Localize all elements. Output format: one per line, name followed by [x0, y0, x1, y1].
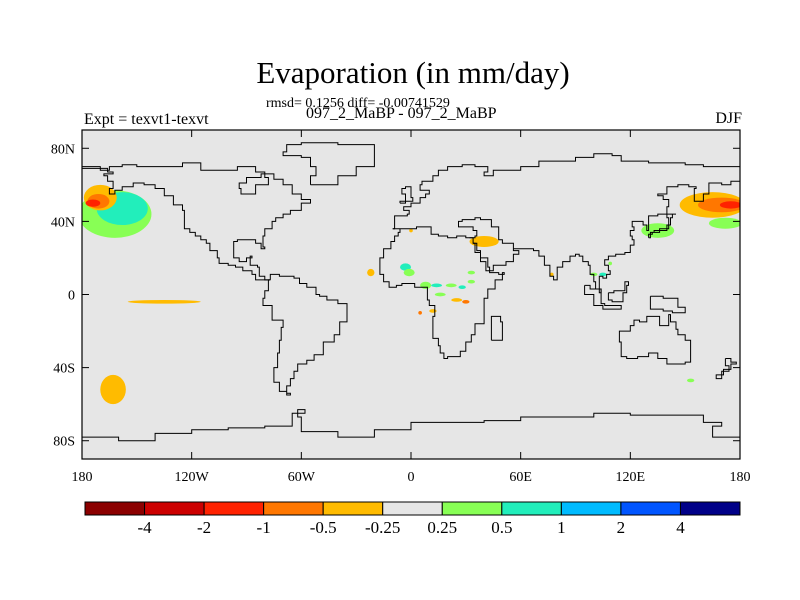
colorbar-swatch-9 — [620, 501, 681, 516]
anomaly-arabia-orange — [409, 228, 413, 233]
colorbar-label-2: -1 — [257, 518, 271, 537]
colorbar-swatch-7 — [501, 501, 562, 516]
colorbar-swatch-2 — [203, 501, 265, 516]
colorbar-label-3: -0.5 — [310, 518, 337, 537]
anomaly-eq-pacific — [127, 299, 201, 304]
experiment-name: 097_2_MaBP - 097_2_MaBP — [306, 105, 497, 122]
coastline-15 — [490, 315, 503, 341]
anomaly-spac-orange — [100, 374, 126, 405]
anomaly-africa-teal-3 — [458, 285, 466, 290]
anomaly-npac-east-dark — [697, 197, 740, 213]
anomaly-africa-green-1 — [403, 268, 415, 277]
anomaly-npac-east-core — [719, 201, 740, 209]
coastline-14 — [715, 358, 737, 380]
coastline-12 — [649, 295, 686, 314]
coastline-1 — [262, 273, 348, 396]
coastline-5 — [379, 226, 505, 359]
colorbar-label-5: 0.25 — [427, 518, 457, 537]
chart-title: Evaporation (in mm/day) — [256, 55, 570, 90]
coastline-2 — [82, 166, 271, 281]
anomaly-red-sea-green — [467, 270, 475, 275]
x-tick-label-1: 120W — [175, 470, 210, 485]
x-tick-label-3: 0 — [408, 470, 415, 485]
x-tick-label-5: 120E — [616, 470, 646, 485]
y-tick-label-1: 40N — [51, 215, 75, 230]
x-tick-label-2: 60W — [288, 470, 316, 485]
anomaly-africa-teal-2 — [431, 283, 443, 288]
anomaly-africa-teal-1 — [400, 263, 411, 271]
colorbar-swatch-5 — [382, 501, 443, 516]
anomaly-africa-green-2 — [420, 281, 432, 290]
anomaly-africa-orange-2 — [462, 299, 470, 304]
colorbar-swatch-10 — [679, 501, 741, 516]
colorbar-swatch-4 — [322, 501, 384, 516]
x-tick-label-4: 60E — [509, 470, 532, 485]
colorbar-swatch-6 — [441, 501, 503, 516]
coastline-6 — [458, 217, 520, 272]
colorbar-label-0: -4 — [137, 518, 152, 537]
coastline-11 — [607, 281, 629, 303]
coastline-3 — [282, 142, 375, 186]
experiment-label: Expt = texvt1-texvt — [84, 111, 209, 128]
y-tick-label-4: 80S — [53, 435, 75, 450]
y-tick-label-0: 80N — [51, 142, 75, 157]
season-label: DJF — [715, 110, 742, 127]
anomaly-africa-orange-3 — [429, 309, 437, 313]
colorbar-label-4: -0.25 — [365, 518, 400, 537]
anomaly-asia-orange-1 — [549, 272, 554, 277]
coastline-0 — [82, 162, 311, 281]
colorbar-swatch-0 — [84, 501, 146, 516]
y-tick-label-3: 40S — [53, 362, 75, 377]
colorbar-label-6: 0.5 — [491, 518, 512, 537]
anomaly-sindian-green — [686, 378, 695, 383]
anomaly-asia-teal-1 — [599, 272, 607, 277]
y-tick-label-2: 0 — [68, 289, 75, 304]
anomaly-npac-east-green — [708, 217, 740, 229]
coastline-16 — [82, 409, 740, 442]
x-tick-label-0: 180 — [72, 470, 93, 485]
anomaly-africa-green-4 — [467, 279, 475, 284]
colorbar-label-7: 1 — [557, 518, 566, 537]
colorbar-swatch-8 — [560, 501, 622, 516]
anomaly-africa-orange-1 — [451, 298, 463, 302]
coastline-4 — [392, 153, 740, 230]
anomaly-atlantic-orange — [367, 268, 375, 277]
coastline-8 — [648, 213, 676, 239]
colorbar-swatch-3 — [263, 501, 324, 516]
coastline-9 — [399, 186, 414, 204]
coastline-7 — [513, 175, 740, 294]
anomaly-africa-orange-4 — [418, 310, 422, 315]
x-tick-label-6: 180 — [730, 470, 751, 485]
anomaly-npac-west-core — [85, 199, 101, 207]
colorbar-label-1: -2 — [197, 518, 211, 537]
colorbar-label-9: 4 — [676, 518, 685, 537]
chart-subtitle-stats: rmsd= 0.1256 diff= -0.00741529 — [266, 96, 450, 111]
coastline-13 — [618, 314, 692, 365]
anomaly-africa-green-3 — [445, 283, 457, 288]
colorbar-label-8: 2 — [617, 518, 626, 537]
anomaly-africa-green-5 — [434, 292, 446, 297]
map-background — [82, 130, 740, 459]
anomaly-asia-green-2 — [608, 261, 613, 266]
colorbar-swatch-1 — [144, 501, 205, 516]
coastline-10 — [584, 284, 622, 310]
